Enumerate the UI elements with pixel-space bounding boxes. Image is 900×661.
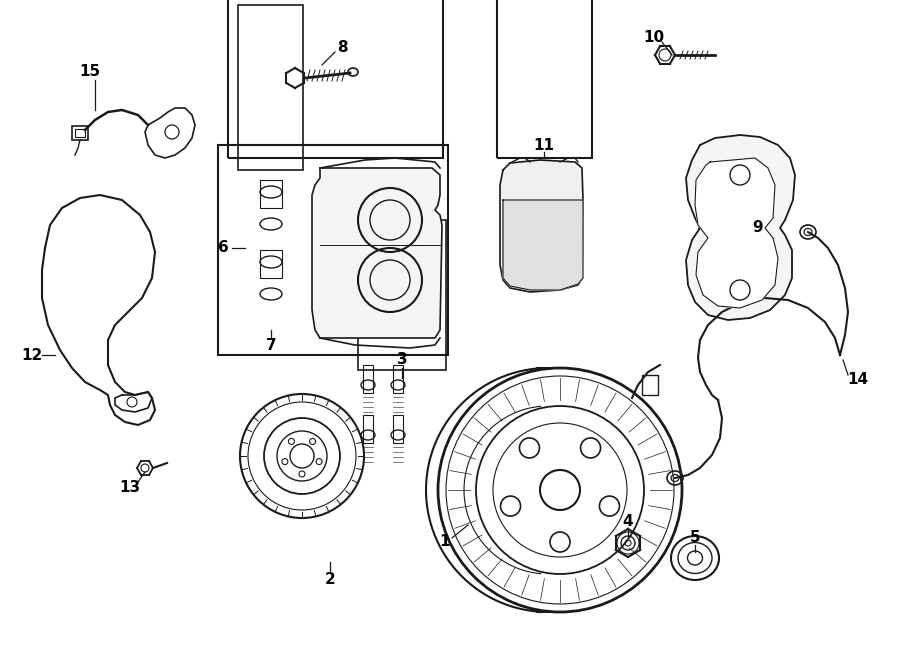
Text: 1: 1 <box>440 535 450 549</box>
Bar <box>218 145 448 355</box>
Bar <box>393 365 403 393</box>
Text: 3: 3 <box>397 352 408 368</box>
Bar <box>260 180 282 208</box>
Text: 14: 14 <box>848 373 868 387</box>
Bar <box>260 250 282 278</box>
Bar <box>497 0 592 158</box>
Text: 8: 8 <box>337 40 347 56</box>
Polygon shape <box>500 160 583 292</box>
Bar <box>363 415 373 443</box>
Polygon shape <box>312 168 442 338</box>
Text: 12: 12 <box>22 348 42 362</box>
Text: 2: 2 <box>325 572 336 588</box>
Text: 4: 4 <box>623 514 634 529</box>
Bar <box>393 415 403 443</box>
Bar <box>358 220 446 370</box>
Text: 11: 11 <box>534 137 554 153</box>
Bar <box>363 365 373 393</box>
Bar <box>75 129 85 137</box>
Text: 5: 5 <box>689 531 700 545</box>
Polygon shape <box>686 135 795 320</box>
Text: 6: 6 <box>218 241 229 256</box>
Bar <box>238 5 303 170</box>
Polygon shape <box>695 158 778 308</box>
Bar <box>228 0 443 158</box>
Text: 15: 15 <box>79 65 101 79</box>
Bar <box>72 126 88 140</box>
Text: 9: 9 <box>752 221 763 235</box>
Bar <box>642 375 658 395</box>
Text: 7: 7 <box>266 338 276 352</box>
Polygon shape <box>503 200 583 290</box>
Text: 10: 10 <box>644 30 664 44</box>
Text: 13: 13 <box>120 481 140 496</box>
